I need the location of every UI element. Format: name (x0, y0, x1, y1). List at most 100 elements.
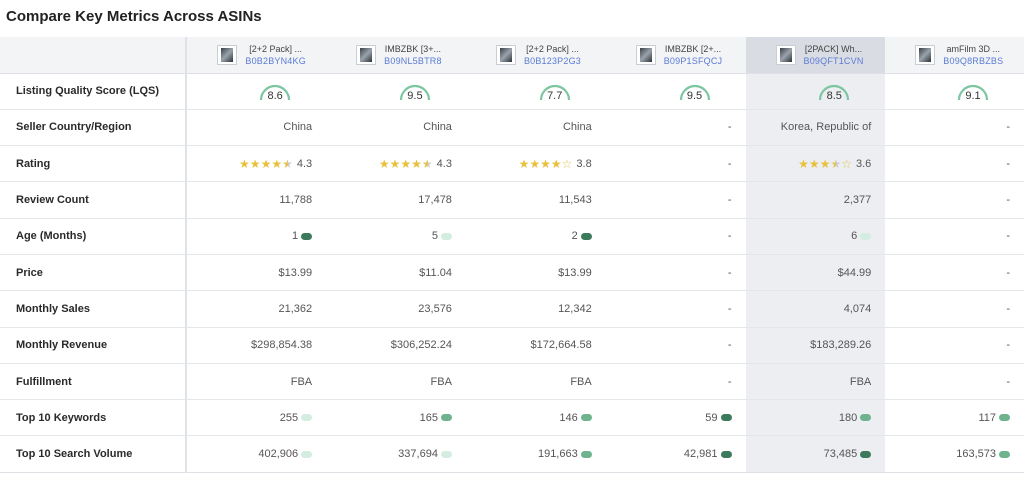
star-icon: ★ (550, 156, 562, 171)
age-cell: - (605, 218, 746, 255)
monthly-sales-cell: 12,342 (465, 290, 606, 328)
keywords-cell[interactable]: 59 (605, 399, 746, 437)
review-count-cell: - (885, 181, 1024, 219)
country-cell: China (326, 109, 466, 147)
keywords-indicator-icon (440, 414, 452, 422)
rating-cell: ★ ★ ★ ★ ☆ 3.8 (465, 145, 606, 183)
lqs-gauge-icon: 8.5 (817, 80, 851, 102)
lqs-gauge-icon: 9.5 (398, 80, 432, 102)
asin-link[interactable]: B09P1SFQCJ (663, 55, 723, 66)
search-volume-cell[interactable]: 191,663 (465, 435, 606, 473)
lqs-value: 9.5 (686, 90, 703, 103)
asin-column-header-highlighted[interactable]: [2PACK] Wh... B09QFT1CVN (745, 37, 886, 74)
rating-value: 4.3 (296, 157, 313, 170)
lqs-gauge-icon: 7.7 (538, 80, 572, 102)
keywords-cell[interactable]: 165 (326, 399, 466, 437)
asin-link[interactable]: B0B123P2G3 (523, 55, 581, 66)
country-cell: - (885, 109, 1024, 147)
header-corner (0, 37, 188, 74)
age-cell: 6 (745, 218, 886, 255)
star-icon: ★ (260, 156, 272, 171)
search-volume-cell[interactable]: 73,485 (745, 435, 886, 473)
age-value: 1 (292, 230, 299, 243)
keywords-value: 59 (705, 411, 718, 424)
star-icon: ★ (540, 156, 551, 171)
asin-link[interactable]: B09QFT1CVN (803, 55, 864, 66)
review-count-cell: 2,377 (745, 181, 886, 219)
keywords-value: 165 (419, 411, 438, 424)
star-icon: ☆ (841, 156, 852, 171)
row-review-count: Review Count 11,788 17,478 11,543 - 2,37… (0, 181, 1024, 219)
star-icon: ★ (249, 156, 261, 171)
lqs-cell[interactable]: 9.5 (605, 73, 746, 110)
asin-column-header[interactable]: IMBZBK [2+... B09P1SFQCJ (605, 37, 746, 74)
rating-cell: ★ ★ ★ ★ ★ 4.3 (186, 145, 327, 183)
search-volume-cell[interactable]: 337,694 (326, 435, 466, 473)
monthly-revenue-cell: $183,289.26 (745, 327, 886, 364)
search-volume-cell[interactable]: 42,981 (605, 435, 746, 473)
keywords-indicator-icon (999, 414, 1010, 422)
age-indicator-icon (301, 232, 313, 240)
keywords-cell[interactable]: 180 (745, 399, 886, 437)
product-thumbnail[interactable] (635, 44, 656, 65)
asin-column-header[interactable]: amFilm 3D ... B09Q8RBZBS (885, 37, 1024, 74)
product-thumbnail[interactable] (775, 44, 796, 65)
age-indicator-icon (580, 232, 592, 240)
search-volume-value: 163,573 (956, 448, 996, 461)
product-thumbnail[interactable] (356, 44, 377, 65)
search-volume-indicator-icon (301, 450, 313, 458)
asin-header-row: [2+2 Pack] ... B0B2BYN4KG IMBZBK [3+... B0… (0, 37, 1024, 74)
product-name: [2+2 Pack] ... (526, 43, 579, 54)
search-volume-indicator-icon (860, 450, 872, 458)
lqs-cell[interactable]: 7.7 (465, 73, 606, 110)
row-seller-country: Seller Country/Region China China China … (0, 109, 1024, 147)
keywords-cell[interactable]: 255 (186, 399, 327, 437)
product-name: [2+2 Pack] ... (249, 43, 303, 54)
keywords-indicator-icon (860, 414, 872, 422)
age-cell: 5 (326, 218, 466, 255)
monthly-sales-cell: - (885, 290, 1024, 328)
fulfillment-cell: FBA (465, 363, 606, 401)
asin-column-header[interactable]: [2+2 Pack] ... B0B123P2G3 (465, 37, 606, 74)
star-icon: ★ (518, 156, 530, 171)
lqs-gauge-icon: 9.5 (678, 80, 712, 102)
monthly-revenue-cell: $306,252.24 (326, 327, 466, 364)
lqs-gauge-icon: 9.1 (956, 80, 990, 102)
row-age: Age (Months) 1 5 2 - 6 - (0, 218, 1024, 255)
country-cell: Korea, Republic of (745, 109, 886, 147)
star-icon: ★ (798, 156, 809, 171)
product-name: IMBZBK [3+... (384, 43, 442, 54)
search-volume-value: 337,694 (398, 448, 438, 461)
lqs-cell[interactable]: 9.1 (885, 73, 1024, 110)
asin-column-header[interactable]: IMBZBK [3+... B09NL5BTR8 (326, 37, 466, 74)
country-cell: China (186, 109, 327, 147)
search-volume-indicator-icon (720, 450, 732, 458)
row-label: Seller Country/Region (0, 109, 188, 147)
monthly-sales-cell: 23,576 (326, 290, 466, 328)
lqs-cell[interactable]: 8.6 (186, 73, 327, 110)
product-thumbnail[interactable] (495, 44, 516, 65)
keywords-cell[interactable]: 117 (885, 399, 1024, 437)
asin-link[interactable]: B0B2BYN4KG (245, 55, 306, 66)
fulfillment-cell: FBA (326, 363, 466, 401)
lqs-cell[interactable]: 9.5 (326, 73, 466, 110)
star-icon: ★ (378, 156, 390, 171)
keywords-cell[interactable]: 146 (465, 399, 606, 437)
product-thumbnail[interactable] (915, 44, 936, 65)
asin-link[interactable]: B09Q8RBZBS (943, 55, 1004, 66)
row-label: Monthly Sales (0, 290, 188, 328)
row-fulfillment: Fulfillment FBA FBA FBA - FBA - (0, 363, 1024, 401)
row-label: Rating (0, 145, 188, 183)
asin-link[interactable]: B09NL5BTR8 (384, 55, 442, 66)
search-volume-cell[interactable]: 163,573 (885, 435, 1024, 473)
row-label: Monthly Revenue (0, 327, 188, 364)
search-volume-cell[interactable]: 402,906 (186, 435, 327, 473)
star-icon: ★ (282, 156, 293, 171)
asin-column-header[interactable]: [2+2 Pack] ... B0B2BYN4KG (186, 37, 327, 74)
product-thumbnail[interactable] (217, 44, 238, 65)
search-volume-value: 191,663 (537, 448, 578, 461)
age-value: 6 (851, 230, 858, 243)
lqs-cell[interactable]: 8.5 (745, 73, 886, 110)
age-indicator-icon (860, 232, 872, 240)
keywords-indicator-icon (580, 414, 592, 422)
